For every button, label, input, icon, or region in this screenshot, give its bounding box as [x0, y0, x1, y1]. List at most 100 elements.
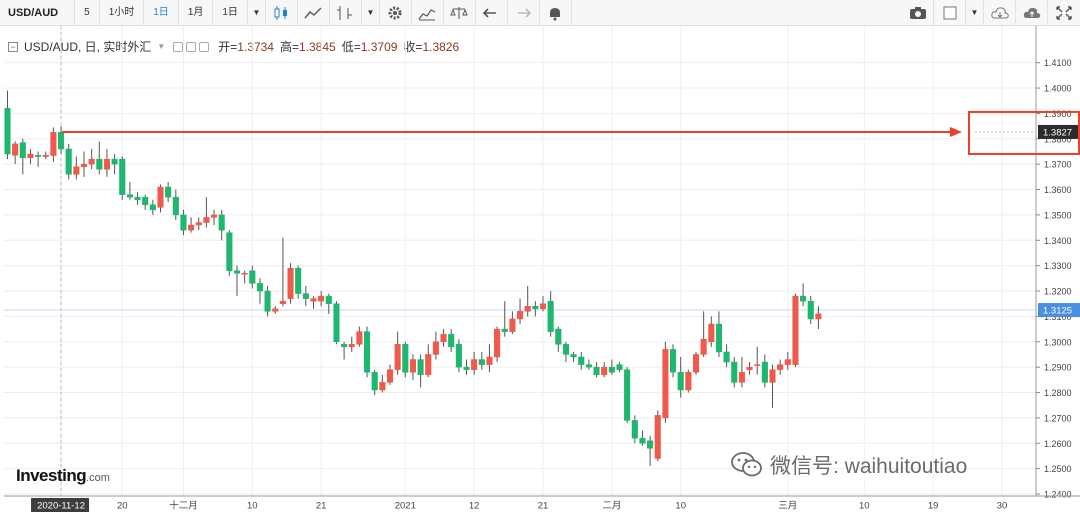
range-select-button[interactable]: 1日: [213, 0, 248, 26]
x-tick-label: 21: [316, 501, 327, 512]
x-tick-label: 10: [859, 501, 870, 512]
candle-body: [256, 283, 263, 292]
candle-body: [226, 232, 233, 271]
candle-body: [578, 356, 585, 365]
y-tick-label: 1.3900: [1044, 109, 1072, 119]
y-tick-label: 1.2700: [1044, 413, 1072, 423]
camera-icon[interactable]: [902, 0, 934, 26]
candle-body: [662, 349, 669, 419]
annotation-arrowhead: [950, 126, 962, 137]
price-chart[interactable]: 1.4100 1.4000 1.3900 1.3800 1.3700 1.3600 1.35…: [0, 26, 1080, 512]
candle-body: [539, 303, 547, 310]
candle-body: [88, 158, 95, 165]
close-value: 1.3826: [422, 39, 460, 54]
candle-body: [50, 131, 57, 156]
compare-scale-icon[interactable]: [444, 0, 476, 26]
candle-body: [65, 148, 72, 175]
close-small-icon[interactable]: [199, 41, 210, 52]
color-chevron-down-icon[interactable]: ▼: [966, 0, 984, 26]
candle-body: [73, 166, 80, 175]
candle-body: [126, 194, 133, 198]
cloud-save-icon[interactable]: [984, 0, 1016, 26]
settings-gear-icon[interactable]: [380, 0, 412, 26]
candle-body: [103, 158, 111, 170]
indicator-chevron-down-icon[interactable]: ▼: [362, 0, 380, 26]
candle-body: [784, 359, 791, 365]
candlestick-icon[interactable]: [266, 0, 298, 26]
candle-body: [386, 369, 394, 383]
wechat-icon: [731, 452, 762, 477]
candle-body: [708, 323, 715, 343]
color-box-icon[interactable]: [934, 0, 966, 26]
candle-body: [654, 415, 661, 459]
candle-body: [249, 270, 256, 284]
interval-5-button[interactable]: 5: [75, 0, 100, 26]
candle-body: [203, 217, 210, 223]
visibility-toggle-icon[interactable]: [173, 41, 184, 52]
candle-body: [593, 366, 600, 376]
candle-body: [165, 186, 172, 198]
settings-small-icon[interactable]: [186, 41, 197, 52]
candle-body: [318, 295, 325, 302]
candle-body: [509, 318, 516, 332]
candle-body: [241, 273, 248, 275]
collapse-minus-icon[interactable]: −: [8, 41, 18, 52]
candle-body: [432, 341, 439, 355]
candle-body: [12, 143, 19, 156]
y-tick-label: 1.4000: [1044, 84, 1072, 94]
toolbar-symbol[interactable]: USD/AUD: [0, 0, 76, 26]
y-tick-label: 1.3600: [1044, 185, 1072, 195]
title-chevron-down-icon[interactable]: ▼: [157, 42, 166, 51]
interval-1d-button[interactable]: 1日: [144, 0, 179, 26]
candle-body: [601, 366, 608, 376]
range-chevron-down-icon[interactable]: ▼: [248, 0, 266, 26]
candle-body: [777, 364, 784, 370]
candle-body: [647, 440, 654, 449]
instrument-title: USD/AUD, 日, 实时外汇: [24, 40, 152, 54]
y-tick-label: 1.2400: [1044, 490, 1072, 500]
candle-body: [333, 303, 340, 343]
x-tick-label: 二月: [602, 501, 621, 512]
candle-body: [769, 369, 776, 383]
open-value: 1.3734: [237, 39, 274, 54]
candle-body: [532, 306, 539, 310]
candle-body: [524, 306, 531, 312]
candle-body: [715, 323, 723, 353]
candle-body: [417, 359, 424, 376]
candle-body: [134, 196, 141, 200]
interval-1m-button[interactable]: 1月: [179, 0, 214, 26]
x-tick-label: 2020-11-12: [37, 501, 85, 512]
candle-body: [478, 359, 485, 365]
candle-body: [608, 366, 615, 373]
x-tick-label: 三月: [778, 501, 797, 512]
y-tick-label: 1.2500: [1044, 464, 1072, 474]
alert-bell-icon[interactable]: [540, 0, 572, 26]
candle-body: [142, 196, 149, 206]
redo-icon[interactable]: [508, 0, 540, 26]
candle-body: [555, 328, 562, 345]
low-value: 1.3709: [360, 39, 398, 54]
cloud-load-icon[interactable]: [1016, 0, 1048, 26]
candle-body: [19, 142, 26, 159]
candle-body: [731, 361, 738, 383]
y-tick-label: 1.3700: [1044, 160, 1072, 170]
candle-body: [35, 155, 42, 157]
x-tick-label: 10: [247, 501, 258, 512]
line-chart-icon[interactable]: [298, 0, 330, 26]
undo-icon[interactable]: [476, 0, 508, 26]
fullscreen-icon[interactable]: [1048, 0, 1080, 26]
candle-body: [157, 186, 164, 208]
candle-body: [670, 349, 677, 373]
studies-icon[interactable]: [412, 0, 444, 26]
candle-body: [4, 108, 11, 155]
candle-body: [562, 344, 570, 355]
candle-body: [807, 300, 814, 320]
interval-1h-button[interactable]: 1小时: [100, 0, 145, 26]
candle-body: [96, 158, 103, 170]
x-tick-label: 21: [538, 501, 549, 512]
indicator-icon[interactable]: [330, 0, 362, 26]
candle-body: [409, 359, 416, 373]
candle-body: [279, 300, 286, 304]
candle-body: [754, 364, 761, 366]
low-label: 低=: [341, 40, 361, 54]
